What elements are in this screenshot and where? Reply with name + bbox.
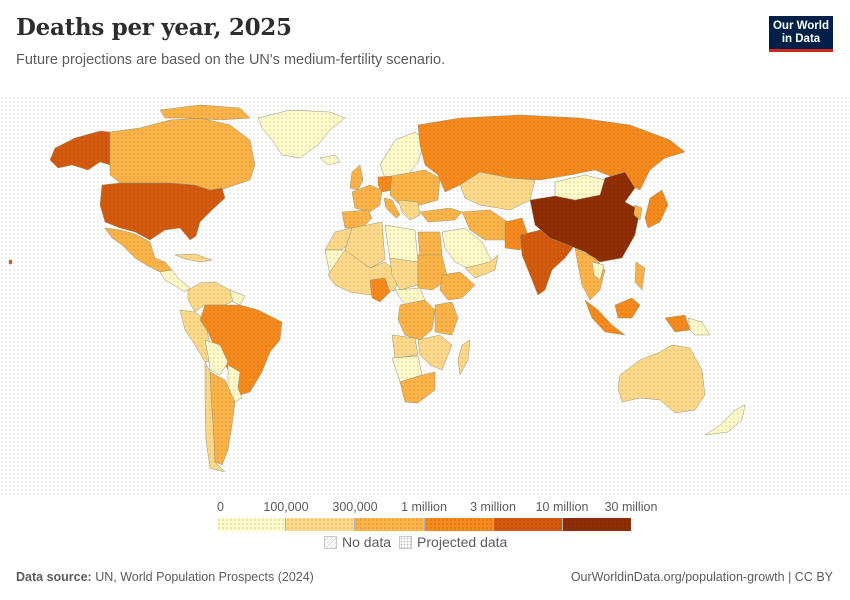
source-label: Data source:	[16, 570, 92, 584]
country-madagascar[interactable]	[457, 339, 471, 376]
legend-color-bar	[217, 518, 632, 531]
country-usa-alaska[interactable]	[49, 130, 111, 171]
no-data-swatch-icon	[324, 536, 337, 549]
country-russia[interactable]	[417, 114, 686, 193]
country-indonesia-papua[interactable]	[664, 314, 691, 333]
source-text[interactable]: UN, World Population Prospects (2024)	[95, 570, 314, 584]
projected-swatch-icon	[399, 536, 413, 549]
country-balkans[interactable]	[397, 199, 421, 221]
legend-tick-labels: 0 100,000 300,000 1 million 3 million 10…	[217, 500, 657, 518]
legend-bin-10m-30m[interactable]	[562, 518, 632, 531]
logo-line-1: Our World	[772, 20, 829, 32]
source-url[interactable]: OurWorldinData.org/population-growth | C…	[570, 570, 833, 584]
world-map	[0, 95, 850, 495]
country-hawaii[interactable]	[8, 259, 13, 265]
legend-bin-100k-300k[interactable]	[286, 518, 356, 531]
legend-bin-300k-1m[interactable]	[355, 518, 425, 531]
logo-line-2: in Data	[781, 33, 821, 45]
country-uk[interactable]	[349, 164, 364, 191]
country-libya[interactable]	[384, 224, 419, 263]
legend-tick: 300,000	[332, 500, 378, 514]
legend-tick: 3 million	[470, 500, 516, 514]
country-ethiopia[interactable]	[439, 271, 476, 301]
legend-tick: 10 million	[535, 500, 589, 514]
owid-logo[interactable]: Our World in Data	[769, 16, 833, 52]
legend-bin-3m-10m[interactable]	[493, 518, 563, 531]
country-zambia-mozambique[interactable]	[417, 334, 453, 371]
country-papua-new-guinea[interactable]	[687, 317, 711, 336]
legend-bin-1m-3m[interactable]	[424, 518, 494, 531]
country-indonesia-borneo[interactable]	[614, 297, 641, 319]
country-new-zealand[interactable]	[704, 404, 746, 436]
legend-tick: 100,000	[263, 500, 309, 514]
country-eastern-europe[interactable]	[389, 169, 441, 206]
legend-projected[interactable]: Projected data	[399, 534, 507, 550]
country-japan[interactable]	[644, 189, 669, 229]
legend-extra: No data Projected data	[324, 534, 507, 550]
legend-tick: 1 million	[401, 500, 447, 514]
country-east-africa[interactable]	[434, 301, 459, 336]
projected-label: Projected data	[417, 534, 508, 550]
no-data-label: No data	[342, 534, 392, 550]
countries	[8, 104, 746, 473]
legend-bin-0-100k[interactable]	[217, 518, 287, 531]
country-australia[interactable]	[617, 344, 706, 414]
country-egypt[interactable]	[417, 231, 443, 259]
legend-tick: 30 million	[604, 500, 658, 514]
country-mexico[interactable]	[104, 227, 173, 273]
data-source: Data source: UN, World Population Prospe…	[16, 570, 314, 584]
country-philippines[interactable]	[634, 261, 646, 291]
legend-no-data[interactable]: No data	[324, 534, 391, 550]
color-legend: 0 100,000 300,000 1 million 3 million 10…	[217, 500, 657, 560]
country-caribbean[interactable]	[174, 253, 213, 263]
country-guianas[interactable]	[229, 289, 246, 306]
country-canada-islands[interactable]	[159, 104, 251, 121]
legend-tick: 0	[217, 500, 224, 514]
chart-subtitle: Future projections are based on the UN's…	[16, 52, 446, 68]
country-dr-congo[interactable]	[397, 299, 436, 341]
country-angola[interactable]	[391, 334, 419, 359]
country-iceland[interactable]	[319, 154, 341, 166]
country-greenland[interactable]	[257, 109, 346, 159]
chart-title: Deaths per year, 2025	[16, 14, 292, 41]
country-central-america[interactable]	[159, 269, 191, 293]
country-turkey[interactable]	[419, 207, 463, 223]
